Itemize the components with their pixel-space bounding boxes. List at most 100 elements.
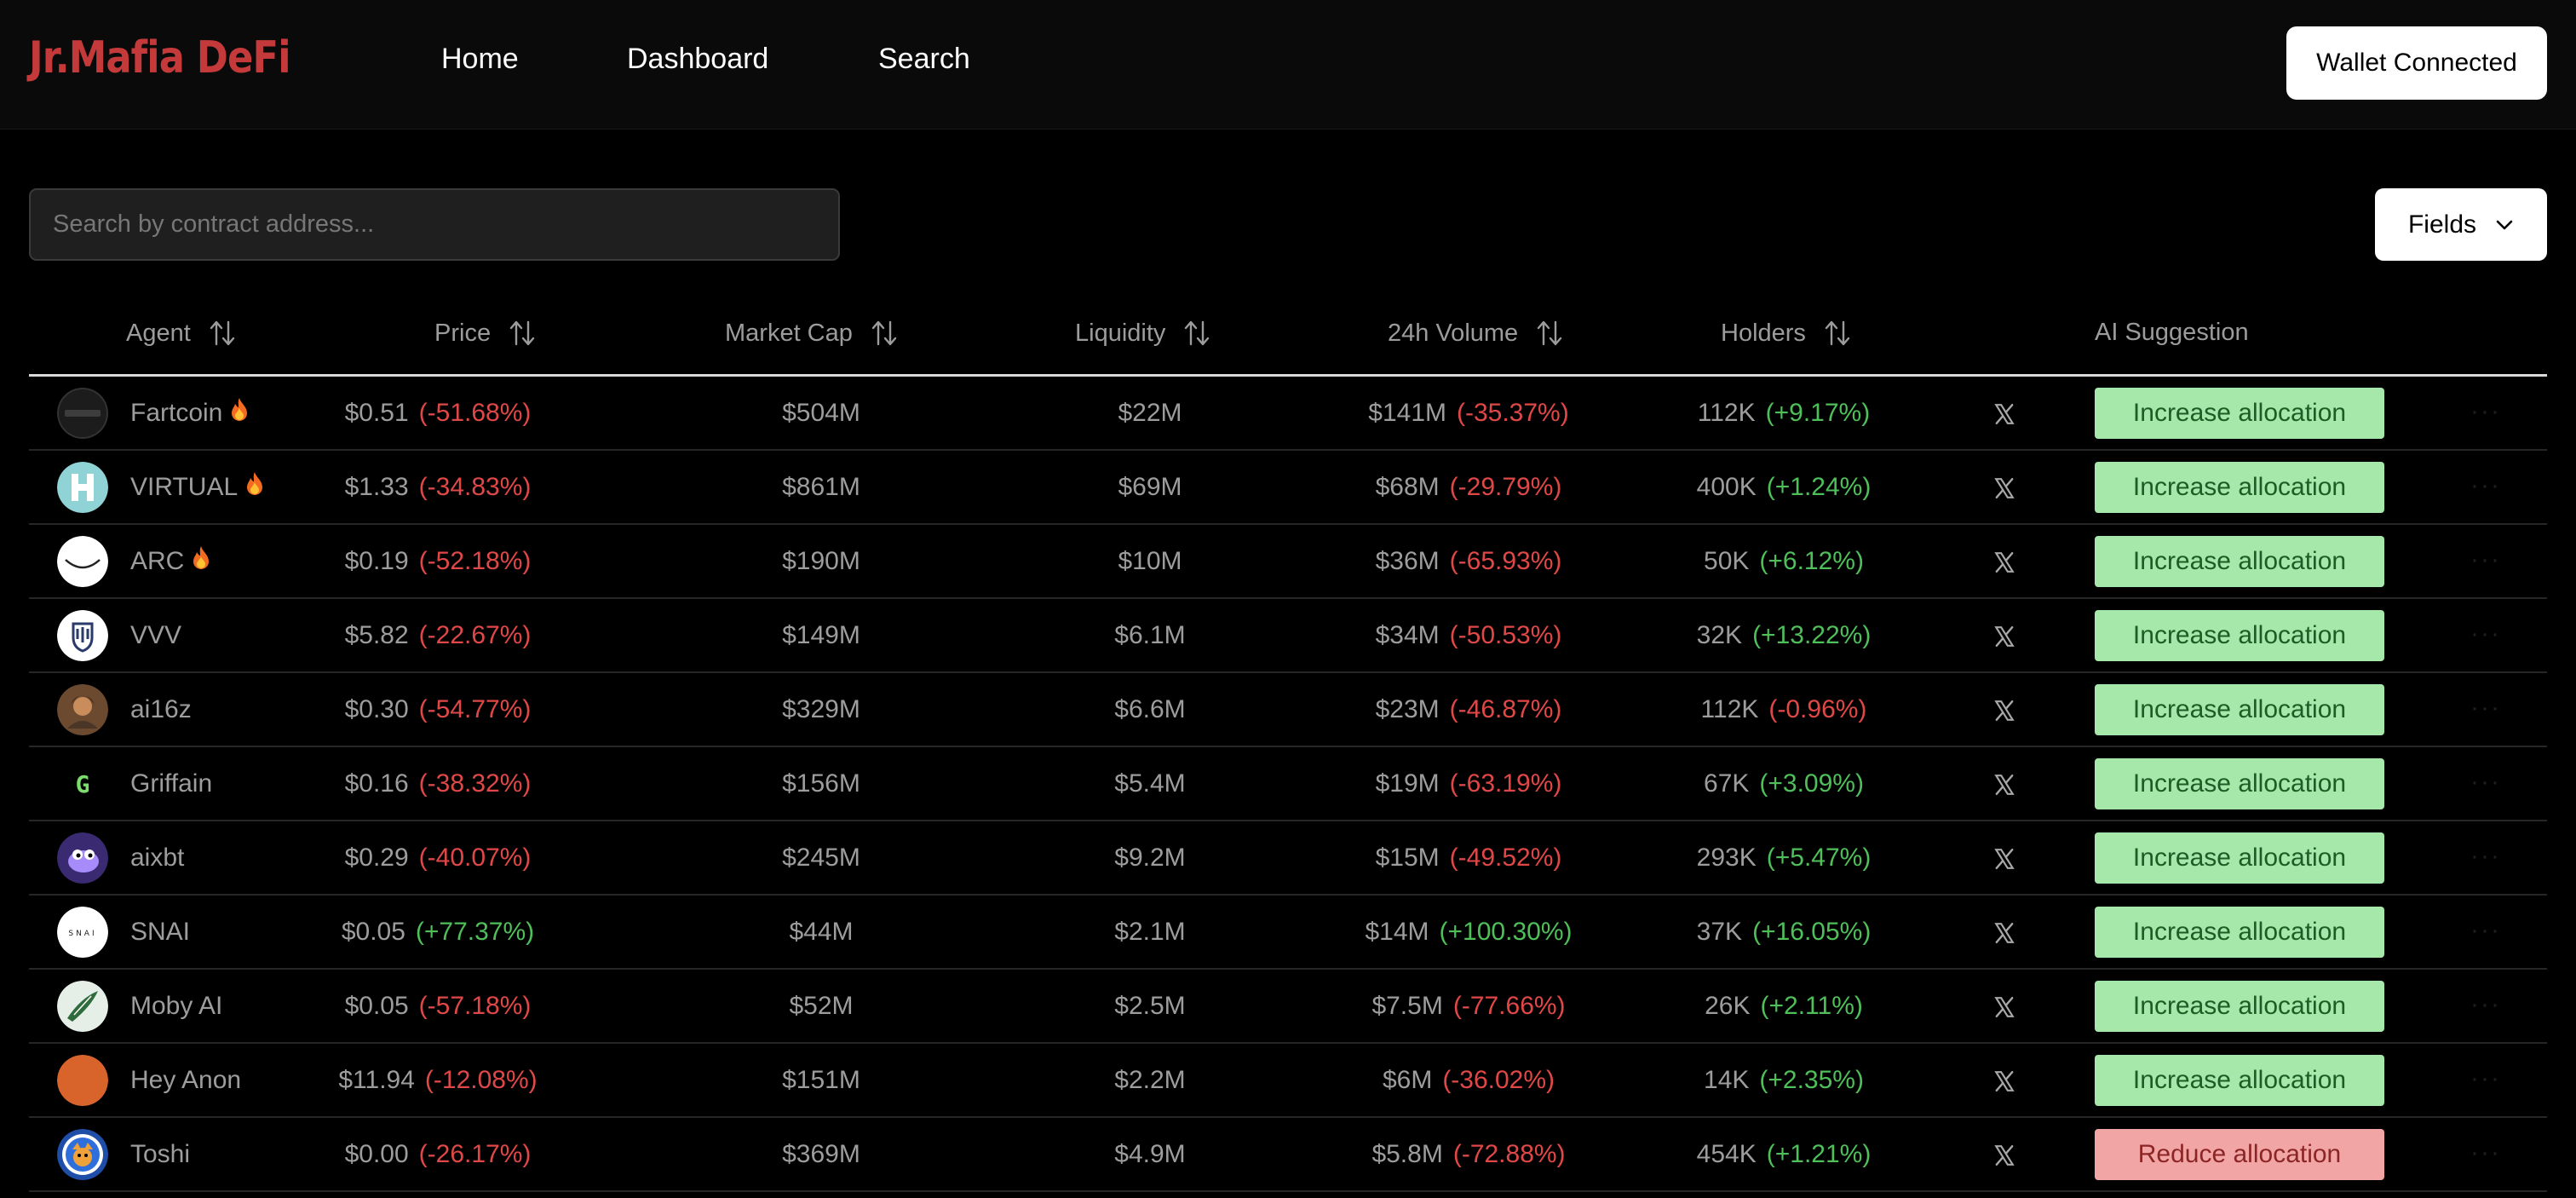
price-change: (-12.08%)	[424, 1065, 538, 1094]
table-row[interactable]: Fartcoin $0.51 (-51.68%) $504M $22M $141M (-35…	[29, 377, 2547, 451]
table-row[interactable]: VVV $5.82 (-22.67%) $149M $6.1M $34M (-50.53%)…	[29, 599, 2547, 673]
ai-suggestion-button[interactable]: Increase allocation	[2095, 462, 2384, 513]
table-row[interactable]: Toshi $0.00 (-26.17%) $369M $4.9M $5.8M (-72.8…	[29, 1118, 2547, 1192]
holders-cell: 37K (+16.05%)	[1656, 896, 1912, 968]
ai-suggestion-button[interactable]: Increase allocation	[2095, 388, 2384, 439]
ai-suggestion-button[interactable]: Increase allocation	[2095, 1055, 2384, 1106]
sort-icon[interactable]	[1184, 319, 1210, 348]
volume-change: (-49.52%)	[1449, 843, 1562, 872]
fields-dropdown-button[interactable]: Fields	[2375, 188, 2547, 261]
x-social-icon[interactable]	[1993, 922, 2015, 944]
table-row[interactable]: Hey Anon $11.94 (-12.08%) $151M $2.2M $6M (-36…	[29, 1044, 2547, 1118]
more-icon[interactable]: ···	[2470, 397, 2501, 425]
x-social-icon[interactable]	[1993, 1070, 2015, 1092]
volume-value: $6M	[1382, 1065, 1433, 1094]
more-icon[interactable]: ···	[2470, 1138, 2501, 1166]
more-icon[interactable]: ···	[2470, 1064, 2501, 1092]
more-icon[interactable]: ···	[2470, 619, 2501, 648]
table-row[interactable]: aixbt $0.29 (-40.07%) $245M $9.2M $15M (-49.52…	[29, 821, 2547, 896]
agent-cell: Fartcoin	[130, 377, 250, 449]
market-cap-value: $149M	[782, 620, 860, 649]
table-row[interactable]: VIRTUAL $1.33 (-34.83%) $861M $69M $68M (-29.7…	[29, 451, 2547, 525]
x-social-icon[interactable]	[1993, 700, 2015, 722]
more-icon[interactable]: ···	[2470, 842, 2501, 870]
liquidity-value: $5.4M	[1114, 769, 1186, 798]
holders-change: (-0.96%)	[1768, 694, 1867, 723]
table-row[interactable]: G Griffain $0.16 (-38.32%) $156M $5.4M $19M (-6…	[29, 747, 2547, 821]
volume-change: (-65.93%)	[1449, 546, 1562, 575]
liquidity-cell: $6.6M	[1022, 673, 1278, 746]
price-change: (-52.18%)	[418, 546, 532, 575]
holders-cell: 67K (+3.09%)	[1656, 747, 1912, 820]
agent-avatar	[57, 1055, 108, 1106]
th-price[interactable]: Price	[434, 319, 535, 348]
sort-icon[interactable]	[509, 319, 535, 348]
ai-suggestion-button[interactable]: Increase allocation	[2095, 684, 2384, 735]
table-row[interactable]: ai16z $0.30 (-54.77%) $329M $6.6M $23M (-46.87…	[29, 673, 2547, 747]
x-social-icon[interactable]	[1993, 477, 2015, 499]
more-icon[interactable]: ···	[2470, 768, 2501, 796]
column-header-label: 24h Volume	[1388, 319, 1519, 347]
market-cap-cell: $156M	[693, 747, 949, 820]
agent-cell: VIRTUAL	[130, 451, 265, 523]
agent-avatar	[57, 684, 108, 735]
app-logo[interactable]: Jr.Mafia DeFi	[29, 32, 291, 84]
ai-suggestion-button[interactable]: Increase allocation	[2095, 610, 2384, 661]
column-header-label: Market Cap	[725, 319, 853, 347]
contract-search-input[interactable]	[29, 188, 840, 261]
x-social-icon[interactable]	[1993, 403, 2015, 425]
sort-icon[interactable]	[1825, 319, 1850, 348]
column-header-label: AI Suggestion	[2095, 319, 2249, 346]
x-social-icon[interactable]	[1993, 1144, 2015, 1166]
volume-cell: $15M (-49.52%)	[1324, 821, 1613, 894]
sort-icon[interactable]	[1537, 319, 1562, 348]
ai-suggestion-button[interactable]: Increase allocation	[2095, 758, 2384, 809]
price-value: $0.16	[344, 769, 409, 798]
volume-cell: $23M (-46.87%)	[1324, 673, 1613, 746]
th-market-cap[interactable]: Market Cap	[725, 319, 897, 348]
ai-suggestion-button[interactable]: Reduce allocation	[2095, 1129, 2384, 1180]
more-icon[interactable]: ···	[2470, 694, 2501, 722]
nav-home[interactable]: Home	[441, 43, 519, 75]
x-social-icon[interactable]	[1993, 774, 2015, 796]
liquidity-value: $6.1M	[1114, 620, 1186, 649]
ai-suggestion-button[interactable]: Increase allocation	[2095, 536, 2384, 587]
liquidity-value: $6.6M	[1114, 694, 1186, 723]
nav-dashboard[interactable]: Dashboard	[627, 43, 769, 75]
agent-avatar	[57, 1129, 108, 1180]
ai-suggestion-button[interactable]: Increase allocation	[2095, 907, 2384, 958]
x-social-icon[interactable]	[1993, 848, 2015, 870]
th-holders[interactable]: Holders	[1721, 319, 1850, 348]
more-icon[interactable]: ···	[2470, 545, 2501, 573]
price-value: $0.19	[344, 546, 409, 575]
market-cap-value: $504M	[782, 398, 860, 427]
th-agent[interactable]: Agent	[126, 319, 235, 348]
ai-suggestion-button[interactable]: Increase allocation	[2095, 832, 2384, 884]
fire-icon	[191, 545, 211, 577]
ai-suggestion-button[interactable]: Increase allocation	[2095, 981, 2384, 1032]
volume-cell: $5.8M (-72.88%)	[1324, 1118, 1613, 1190]
liquidity-value: $4.9M	[1114, 1139, 1186, 1168]
th-liquidity[interactable]: Liquidity	[1075, 319, 1210, 348]
table-row[interactable]: Moby AI $0.05 (-57.18%) $52M $2.5M $7.5M (-77.…	[29, 970, 2547, 1044]
more-icon[interactable]: ···	[2470, 990, 2501, 1018]
holders-value: 67K	[1704, 769, 1750, 798]
x-social-icon[interactable]	[1993, 551, 2015, 573]
volume-change: (-46.87%)	[1449, 694, 1562, 723]
agent-cell: ARC	[130, 525, 211, 597]
nav-search[interactable]: Search	[878, 43, 970, 75]
sort-icon[interactable]	[871, 319, 897, 348]
sort-icon[interactable]	[210, 319, 235, 348]
price-change: (-51.68%)	[418, 398, 532, 427]
th-24h-volume[interactable]: 24h Volume	[1388, 319, 1562, 348]
x-social-icon[interactable]	[1993, 996, 2015, 1018]
more-icon[interactable]: ···	[2470, 916, 2501, 944]
wallet-connected-button[interactable]: Wallet Connected	[2286, 26, 2547, 100]
more-icon[interactable]: ···	[2470, 471, 2501, 499]
x-social-icon[interactable]	[1993, 625, 2015, 648]
holders-cell: 50K (+6.12%)	[1656, 525, 1912, 597]
table-row[interactable]: ARC $0.19 (-52.18%) $190M $10M $36M (-65.93%) 5…	[29, 525, 2547, 599]
market-cap-cell: $861M	[693, 451, 949, 523]
agent-name: Griffain	[130, 769, 213, 798]
table-row[interactable]: SNAI SNAI $0.05 (+77.37%) $44M $2.1M $14M (+100…	[29, 896, 2547, 970]
